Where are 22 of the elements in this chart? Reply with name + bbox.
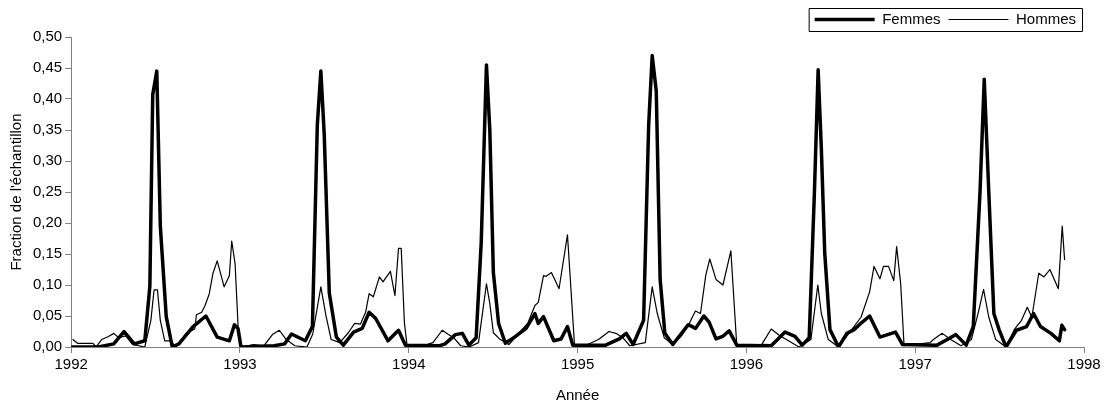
y-axis-title: Fraction de l'échantillon [7, 113, 25, 271]
x-tick-label: 1997 [898, 355, 932, 373]
x-tick-label: 1993 [223, 355, 257, 373]
x-tick-label: 1994 [392, 355, 426, 373]
y-tick-label: 0,25 [32, 182, 63, 200]
y-tick-label: 0,30 [32, 151, 63, 169]
x-tick-label: 1995 [560, 355, 595, 373]
x-tick-label: 1998 [1067, 355, 1101, 373]
y-tick-label: 0,45 [32, 58, 63, 76]
x-tick-label: 1992 [54, 355, 88, 373]
y-tick-label: 0,10 [32, 275, 63, 293]
y-tick-label: 0,20 [32, 213, 63, 231]
y-tick-label: 0,00 [32, 337, 63, 355]
y-tick-label: 0,05 [32, 306, 63, 324]
y-tick-label: 0,40 [32, 89, 63, 107]
y-tick-label: 0,50 [32, 27, 63, 45]
y-tick-label: 0,15 [32, 244, 63, 262]
x-tick-label: 1996 [729, 355, 764, 373]
x-axis-title: Année [555, 386, 600, 404]
y-tick-label: 0,35 [32, 120, 63, 138]
legend-label: Femmes [882, 9, 941, 27]
legend-label: Hommes [1015, 9, 1077, 27]
